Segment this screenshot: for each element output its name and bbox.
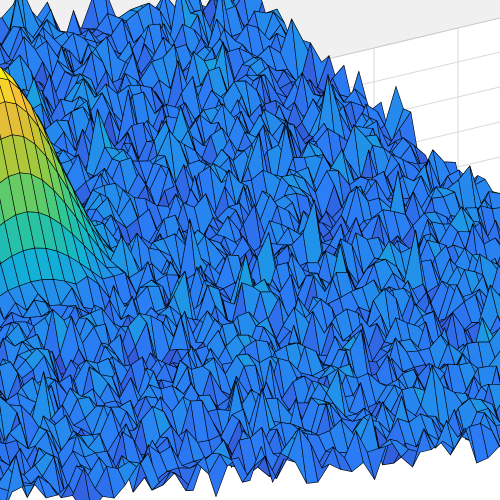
surface-face <box>488 383 500 412</box>
surface-face <box>496 365 500 384</box>
surface-face <box>489 284 500 321</box>
surface-face <box>497 315 500 323</box>
surface-face <box>488 350 500 381</box>
surface-face <box>491 430 500 448</box>
surface-face <box>495 424 500 443</box>
surface-face <box>498 264 500 269</box>
surface-face <box>495 220 500 241</box>
surface-face <box>495 237 500 246</box>
surface-face <box>491 403 500 428</box>
